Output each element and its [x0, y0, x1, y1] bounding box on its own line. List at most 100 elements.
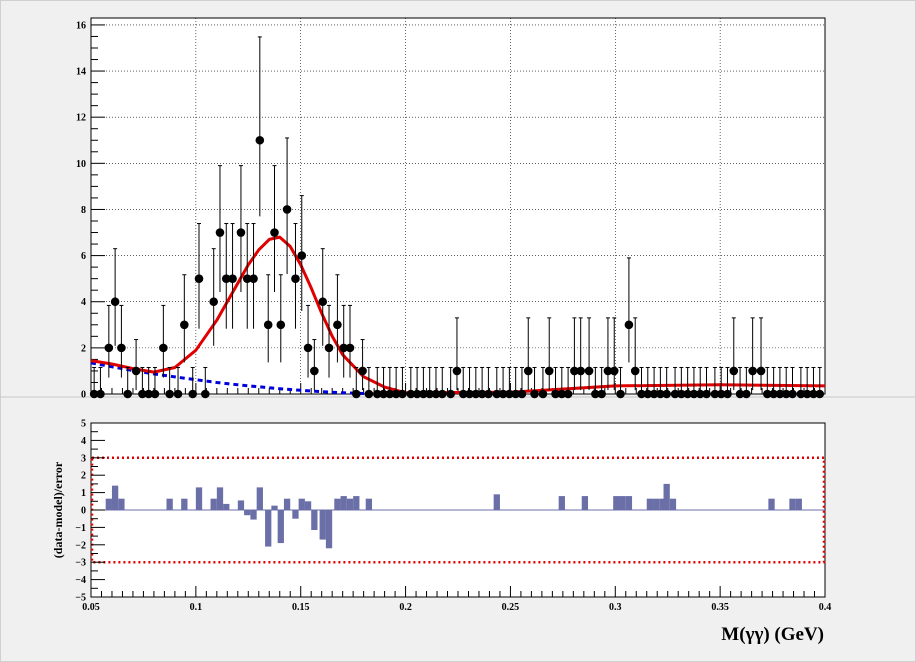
- data-point: [781, 389, 791, 399]
- data-point: [769, 389, 778, 399]
- data-point: [104, 343, 114, 353]
- pull-y-tick-label: 4: [81, 436, 86, 447]
- pull-bar: [111, 485, 119, 510]
- data-point: [748, 366, 757, 376]
- pull-bar: [195, 487, 203, 510]
- data-point: [763, 389, 772, 399]
- pull-bar: [283, 498, 291, 510]
- data-point: [150, 389, 160, 399]
- pull-bar: [223, 503, 230, 510]
- data-point: [406, 389, 416, 399]
- data-point: [379, 389, 388, 399]
- data-point: [570, 366, 579, 376]
- pull-bar: [353, 496, 360, 510]
- x-tick-label: 0.3: [609, 602, 622, 613]
- pull-y-tick-label: 1: [81, 488, 86, 499]
- data-point: [391, 389, 401, 399]
- data-point: [345, 343, 355, 353]
- data-point: [477, 389, 487, 399]
- data-point: [242, 274, 252, 283]
- data-point: [412, 389, 422, 399]
- pull-bar: [277, 510, 284, 544]
- data-point: [788, 389, 797, 399]
- data-point: [110, 297, 120, 307]
- pull-bar: [181, 498, 188, 510]
- fit-y-tick-label: 6: [81, 251, 86, 262]
- data-point: [318, 297, 328, 307]
- data-point: [144, 389, 153, 399]
- data-point: [742, 389, 751, 399]
- pull-bar: [581, 496, 589, 510]
- data-point: [437, 389, 447, 399]
- data-point: [809, 389, 818, 399]
- pull-bar: [768, 498, 775, 510]
- data-point: [310, 366, 319, 376]
- pull-bars: [90, 456, 826, 564]
- pull-bar: [789, 498, 796, 510]
- pull-bar: [166, 498, 173, 510]
- pull-bar: [105, 498, 112, 510]
- pull-bar: [210, 498, 217, 510]
- data-point: [431, 389, 441, 399]
- x-tick-label: 0.4: [819, 602, 832, 613]
- data-point: [689, 389, 699, 399]
- data-point: [530, 389, 539, 399]
- x-tick-label: 0.15: [292, 602, 310, 613]
- data-point: [221, 274, 231, 283]
- data-point: [677, 389, 686, 399]
- fit-y-tick-label: 2: [81, 343, 86, 354]
- pull-bar: [298, 498, 305, 510]
- pull-bar: [304, 501, 312, 510]
- data-point: [351, 389, 361, 399]
- pull-bar: [334, 498, 341, 510]
- data-point: [624, 320, 634, 330]
- data-point: [291, 274, 300, 283]
- data-point: [775, 389, 785, 399]
- data-point: [209, 297, 218, 307]
- pull-bar: [365, 498, 373, 510]
- pull-bar: [653, 498, 660, 510]
- pull-bar: [244, 510, 251, 516]
- pull-y-tick-label: −2: [75, 540, 86, 551]
- data-point: [683, 389, 692, 399]
- data-point: [228, 274, 237, 283]
- data-point: [523, 366, 533, 376]
- data-point: [517, 389, 527, 399]
- data-point: [372, 389, 382, 399]
- data-point: [96, 389, 105, 399]
- pull-x-axis: 0.05 0.1 0.15 0.2 0.25 0.3 0.35 0.4: [82, 586, 831, 613]
- pull-y-tick-label: −4: [75, 575, 86, 586]
- data-point: [282, 205, 292, 214]
- data-point: [796, 389, 806, 399]
- data-point: [138, 389, 147, 399]
- fit-panel: 0 2 4 6 8 10 12 14 16: [76, 17, 826, 401]
- data-point: [616, 389, 625, 399]
- data-point: [458, 389, 468, 399]
- pull-bar: [619, 496, 626, 510]
- data-point: [597, 389, 606, 399]
- data-point: [670, 389, 680, 399]
- x-tick-label: 0.35: [711, 602, 729, 613]
- pull-bar: [659, 498, 666, 510]
- data-point: [419, 389, 428, 399]
- data-point: [544, 366, 554, 376]
- data-point: [756, 366, 766, 376]
- data-point: [89, 389, 99, 399]
- fit-plot-frame: [90, 17, 826, 395]
- data-point: [173, 389, 183, 399]
- data-point: [249, 274, 258, 283]
- data-point: [643, 389, 653, 399]
- data-point: [695, 389, 705, 399]
- data-point: [159, 343, 168, 353]
- data-point: [603, 366, 613, 376]
- data-point: [484, 389, 493, 399]
- pull-bar: [311, 510, 318, 531]
- data-point: [324, 343, 334, 353]
- pull-y-tick-label: 5: [81, 419, 86, 430]
- data-point: [270, 228, 279, 237]
- data-point: [702, 389, 711, 399]
- data-point: [180, 320, 189, 330]
- pull-bar: [795, 498, 802, 510]
- pull-y-tick-label: −3: [75, 558, 86, 569]
